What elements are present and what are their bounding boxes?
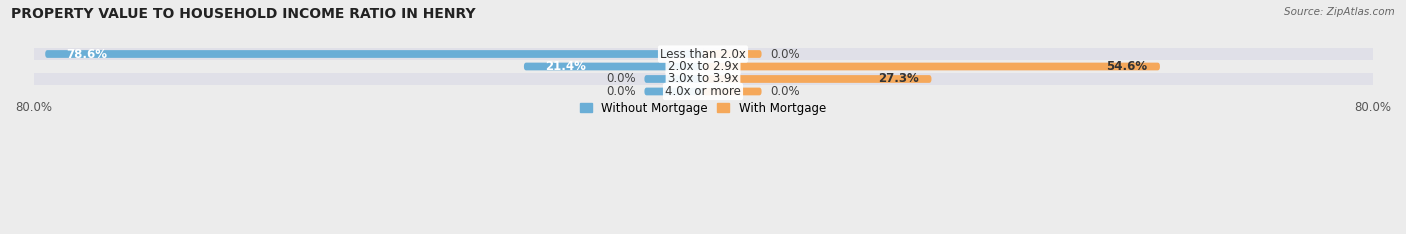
FancyBboxPatch shape: [644, 88, 703, 95]
FancyBboxPatch shape: [703, 75, 931, 83]
Text: 0.0%: 0.0%: [770, 48, 800, 61]
Text: 54.6%: 54.6%: [1107, 60, 1147, 73]
Text: 21.4%: 21.4%: [546, 60, 586, 73]
Bar: [34, 48, 1372, 60]
Bar: [34, 60, 1372, 73]
Text: 27.3%: 27.3%: [879, 73, 920, 85]
FancyBboxPatch shape: [703, 50, 762, 58]
Text: Source: ZipAtlas.com: Source: ZipAtlas.com: [1284, 7, 1395, 17]
Text: 4.0x or more: 4.0x or more: [665, 85, 741, 98]
Text: 2.0x to 2.9x: 2.0x to 2.9x: [668, 60, 738, 73]
Text: 0.0%: 0.0%: [606, 73, 636, 85]
FancyBboxPatch shape: [703, 88, 762, 95]
Text: PROPERTY VALUE TO HOUSEHOLD INCOME RATIO IN HENRY: PROPERTY VALUE TO HOUSEHOLD INCOME RATIO…: [11, 7, 475, 21]
Text: 3.0x to 3.9x: 3.0x to 3.9x: [668, 73, 738, 85]
Text: 0.0%: 0.0%: [606, 85, 636, 98]
Text: 0.0%: 0.0%: [770, 85, 800, 98]
Bar: [34, 85, 1372, 98]
Text: Less than 2.0x: Less than 2.0x: [659, 48, 747, 61]
Bar: [34, 73, 1372, 85]
FancyBboxPatch shape: [644, 75, 703, 83]
Text: 78.6%: 78.6%: [66, 48, 107, 61]
FancyBboxPatch shape: [524, 63, 703, 70]
FancyBboxPatch shape: [45, 50, 703, 58]
Legend: Without Mortgage, With Mortgage: Without Mortgage, With Mortgage: [575, 97, 831, 119]
FancyBboxPatch shape: [703, 63, 1160, 70]
